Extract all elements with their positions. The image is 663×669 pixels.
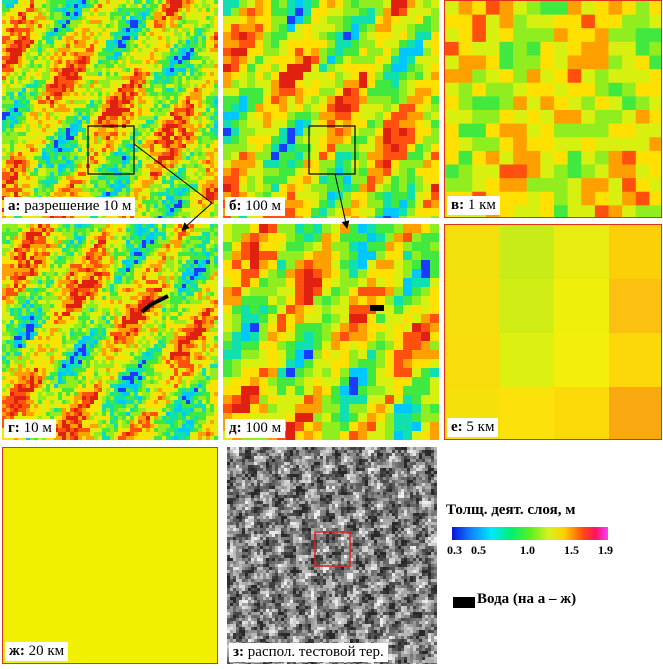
legend-tick-2: 1.0 [520,543,535,557]
map-e-raster [445,225,661,439]
legend-tick-0: 0.3 [447,543,462,557]
label-a: а: разрешение 10 м [4,197,136,216]
label-z: з: распол. тестовой тер. [229,643,388,662]
panel-g-map-10m-zoom: г: 10 м [2,224,218,440]
water-body-g [140,294,169,314]
panel-e-map-5km: е: 5 км [444,224,662,440]
label-v: в: 1 км [447,196,500,215]
legend-colorbar [452,527,608,540]
panel-zh-map-20km: ж: 20 км [2,447,218,664]
panel-z-hillshade-location: з: распол. тестовой тер. [227,447,437,664]
legend-tick-3: 1.5 [564,543,579,557]
e-grid [445,225,661,439]
map-v-raster [445,1,661,217]
map-g-raster [2,224,218,440]
label-e: е: 5 км [447,418,499,437]
label-zh: ж: 20 км [5,642,69,661]
label-d: д: 100 м [225,419,286,438]
hillshade-relief [227,447,437,664]
label-b: б: 100 м [225,197,285,216]
legend-title: Толщ. деят. слоя, м [446,502,576,518]
legend-water-swatch [453,597,475,608]
panel-v-map-1km: в: 1 км [444,0,662,218]
water-body-d [370,305,384,311]
test-area-box [314,531,351,567]
inset-box-b [308,125,356,175]
legend-water-label: Вода (на а – ж) [477,591,577,607]
legend-tick-1: 0.5 [471,543,486,557]
panel-a-map-10m: а: разрешение 10 м [2,0,218,218]
legend-tick-4: 1.9 [598,543,613,557]
map-d-raster [223,224,439,440]
map-a-raster [2,0,218,218]
map-b-raster [223,0,439,218]
panel-d-map-100m-zoom: д: 100 м [223,224,439,440]
label-g: г: 10 м [4,419,56,438]
panel-b-map-100m: б: 100 м [223,0,439,218]
